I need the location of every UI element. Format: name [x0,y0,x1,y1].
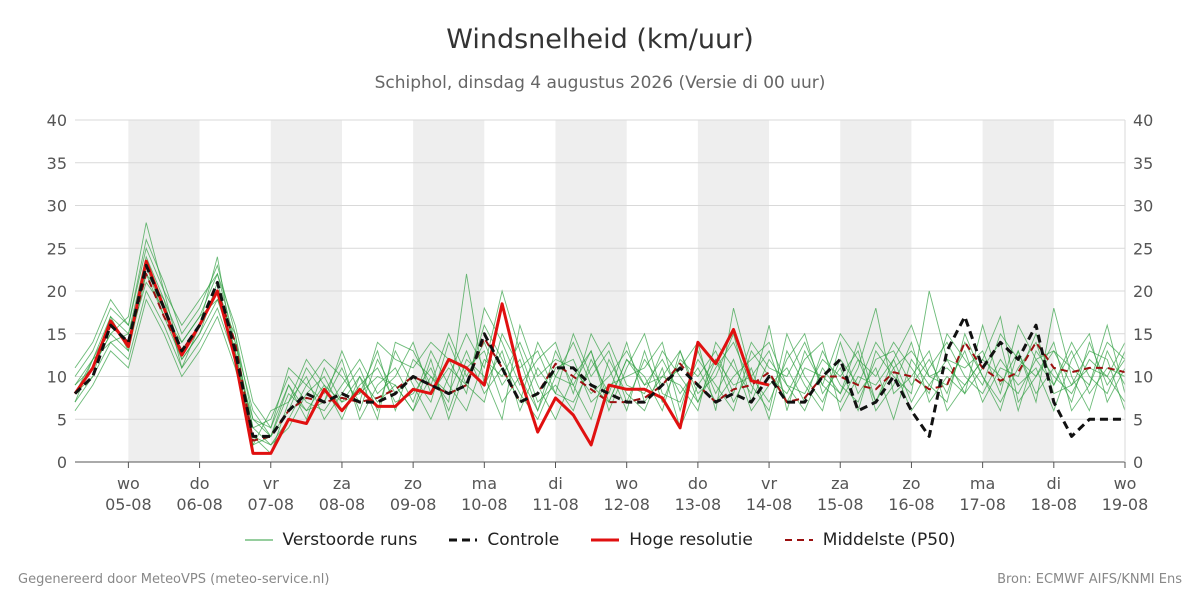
legend-item: Verstoorde runs [244,530,418,550]
legend-item: Controle [449,530,559,550]
legend-item: Middelste (P50) [784,530,956,550]
x-tick-day: wo [117,474,140,493]
y-tick-label-left: 30 [47,197,67,216]
y-tick-label-right: 25 [1133,239,1153,258]
x-tick-day: za [333,474,351,493]
x-tick-day: vr [263,474,279,493]
x-tick-date: 13-08 [675,495,722,514]
x-tick-date: 07-08 [248,495,295,514]
x-tick-date: 16-08 [888,495,935,514]
y-tick-label-right: 15 [1133,325,1153,344]
y-tick-label-right: 35 [1133,154,1153,173]
y-tick-label-right: 30 [1133,197,1153,216]
legend-swatch [591,538,620,542]
x-tick-day: wo [1114,474,1137,493]
series-line-controle [73,263,1125,438]
y-tick-label-right: 5 [1133,410,1143,429]
legend-label: Hoge resolutie [629,530,753,550]
chart-title: Windsnelheid (km/uur) [446,24,754,55]
x-tick-date: 10-08 [461,495,508,514]
x-tick-date: 05-08 [105,495,152,514]
x-tick-date: 14-08 [746,495,793,514]
y-tick-label-right: 20 [1133,282,1153,301]
legend-swatch [449,538,478,542]
y-tick-label-right: 10 [1133,368,1153,387]
legend-label: Controle [487,530,560,550]
legend-swatch [244,539,273,541]
x-tick-date: 15-08 [817,495,864,514]
x-tick-day: ma [472,474,497,493]
main-series [73,259,1126,455]
x-tick-day: vr [761,474,777,493]
ensemble-member-line [74,246,1126,429]
ensemble-member-line [74,222,1126,429]
x-tick-day: do [190,474,210,493]
chart-subtitle: Schiphol, dinsdag 4 augustus 2026 (Versi… [374,73,826,93]
x-tick-day: zo [404,474,422,493]
y-tick-label-left: 0 [57,453,67,472]
x-tick-date: 11-08 [532,495,579,514]
axes: 0 0 5 5 10 10 15 15 20 20 25 25 30 30 35 35 40 40 wo 05-08 d… [47,111,1154,514]
x-tick-date: 09-08 [390,495,437,514]
legend-label: Verstoorde runs [282,530,418,550]
x-tick-date: 18-08 [1031,495,1078,514]
x-tick-date: 12-08 [603,495,650,514]
x-tick-date: 06-08 [176,495,223,514]
x-tick-day: di [1047,474,1062,493]
x-tick-date: 17-08 [959,495,1006,514]
y-tick-label-left: 40 [47,111,67,130]
ensemble-member-line [74,256,1126,438]
ensemble-member-line [74,238,1126,429]
series-line-middelste-p50 [74,272,1126,442]
x-tick-day: ma [970,474,995,493]
x-tick-date: 08-08 [319,495,366,514]
footer-credit: Gegenereerd door MeteoVPS (meteo-service… [18,572,330,587]
legend: Verstoorde runs Controle Hoge resolutie Mid… [0,530,1200,550]
x-tick-day: zo [902,474,920,493]
y-tick-label-left: 35 [47,154,67,173]
y-tick-label-left: 20 [47,282,67,301]
legend-label: Middelste (P50) [822,530,956,550]
x-tick-day: do [688,474,708,493]
x-tick-day: za [831,474,849,493]
y-tick-label-left: 25 [47,239,67,258]
footer-source: Bron: ECMWF AIFS/KNMI Ens [997,572,1182,587]
x-tick-day: di [548,474,563,493]
legend-swatch [784,539,813,541]
y-tick-label-right: 0 [1133,453,1143,472]
x-tick-day: wo [615,474,638,493]
y-tick-label-left: 5 [57,410,67,429]
legend-item: Hoge resolutie [591,530,753,550]
y-tick-label-left: 10 [47,368,67,387]
x-tick-date: 19-08 [1102,495,1149,514]
y-tick-label-right: 40 [1133,111,1153,130]
y-tick-label-left: 15 [47,325,67,344]
